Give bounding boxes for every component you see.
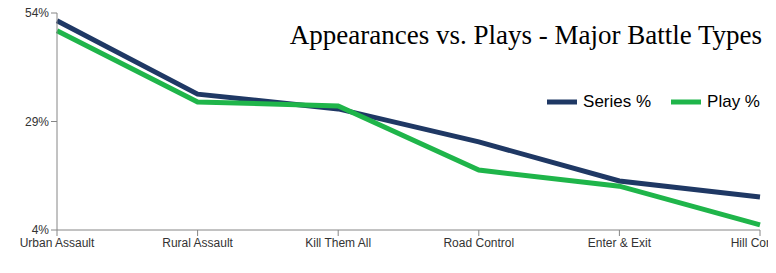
html-text:Appearances vs. Plays - Major: Appearances vs. Plays - Major Battle Typ… [289,20,762,50]
html-text:Play %: Play % [707,92,760,111]
svg-text:Hill Control: Hill Control [731,236,768,250]
svg-text:4%: 4% [32,223,50,237]
svg-text:Kill Them All: Kill Them All [305,236,371,250]
svg-text:54%: 54% [25,8,49,20]
svg-text:29%: 29% [25,115,49,129]
html-text:Series %: Series % [583,92,652,111]
svg-text:Rural Assault: Rural Assault [162,236,233,250]
svg-text:Enter & Exit: Enter & Exit [588,236,652,250]
svg-text:Road Control: Road Control [443,236,514,250]
svg-text:Urban Assault: Urban Assault [20,236,95,250]
